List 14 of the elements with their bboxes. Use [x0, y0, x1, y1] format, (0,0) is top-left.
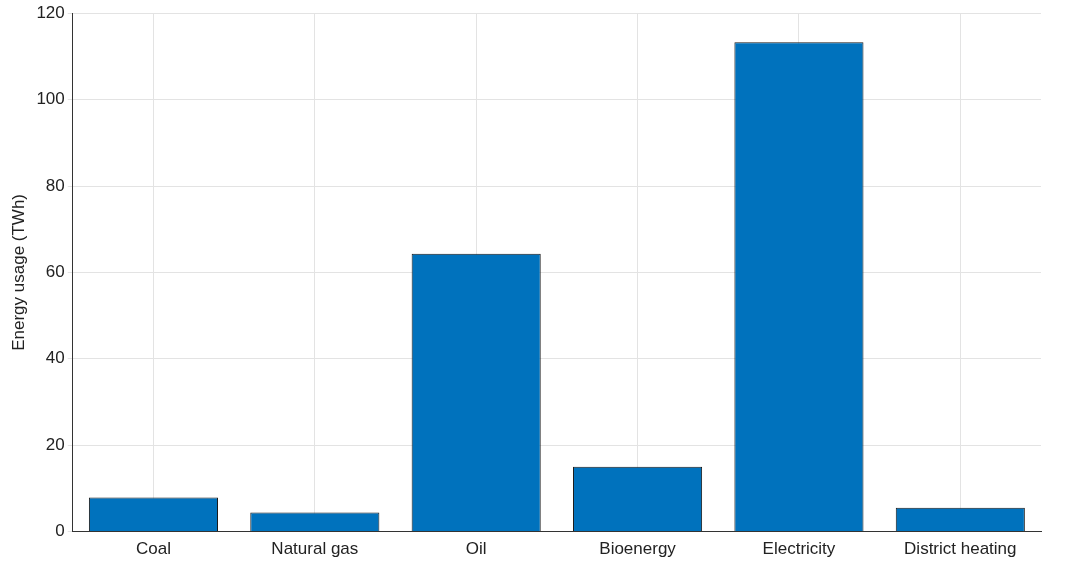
y-tick-label: 60	[45, 262, 65, 282]
y-tick-label: 20	[45, 434, 65, 454]
y-tick-label: 120	[36, 2, 65, 22]
y-tick-label: 80	[45, 175, 65, 195]
x-tick-label: Electricity	[762, 539, 836, 559]
y-tick-label: 40	[45, 348, 65, 368]
x-tick-label: Natural gas	[271, 539, 359, 559]
y-axis-title: Energy usage (TWh)	[8, 193, 28, 351]
x-tick-label: Coal	[135, 539, 171, 559]
x-tick-label: Oil	[465, 539, 487, 559]
y-tick-label: 0	[55, 521, 65, 541]
x-tick-label: Bioenergy	[599, 539, 677, 559]
y-tick-label: 100	[36, 89, 65, 109]
x-tick-label: District heating	[904, 539, 1017, 559]
